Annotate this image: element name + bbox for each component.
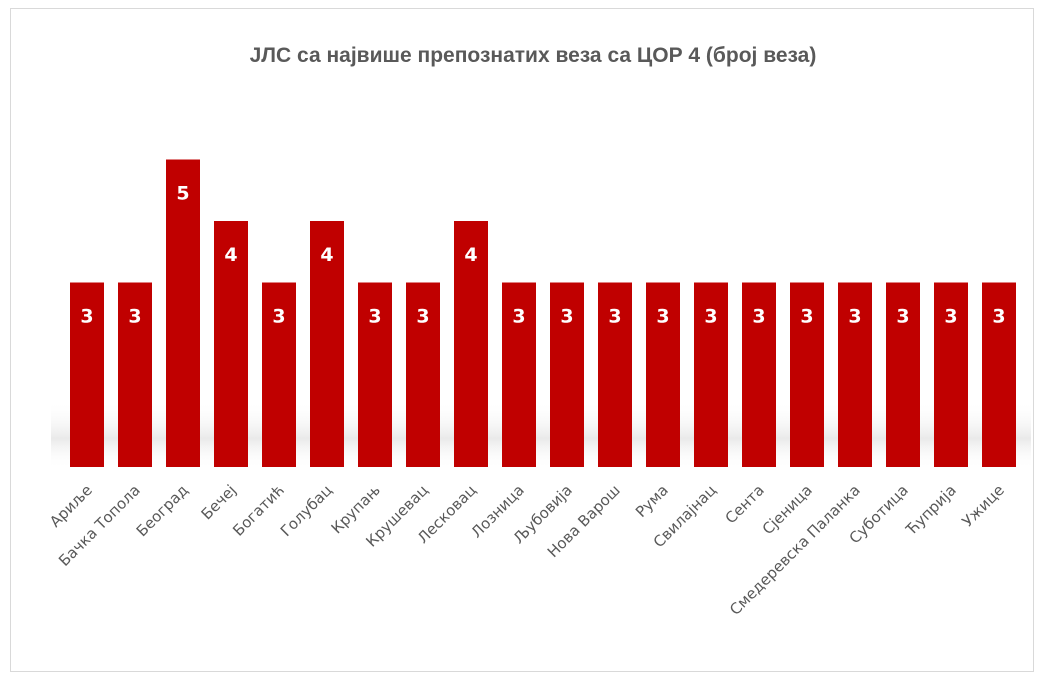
category-label: Ужице bbox=[958, 481, 1007, 530]
bar-3 bbox=[214, 221, 248, 467]
bar-labels-layer: 3 3 5 4 3 4 3 3 4 3 3 3 3 3 3 3 3 3 3 3 bbox=[80, 183, 1005, 328]
bar-12 bbox=[646, 282, 680, 467]
bar-value-label: 3 bbox=[512, 306, 525, 328]
bar-value-label: 3 bbox=[560, 306, 573, 328]
bar-value-label: 4 bbox=[320, 244, 333, 266]
bar-value-label: 3 bbox=[656, 306, 669, 328]
bar-value-label: 3 bbox=[944, 306, 957, 328]
bar-value-label: 3 bbox=[80, 306, 93, 328]
bar-18 bbox=[934, 282, 968, 467]
bar-value-label: 3 bbox=[128, 306, 141, 328]
category-label: Ћуприја bbox=[902, 481, 960, 539]
chart-title: ЈЛС са највише препознатих веза са ЦОР 4… bbox=[250, 44, 817, 67]
bar-9 bbox=[502, 282, 536, 467]
category-label: Сента bbox=[722, 481, 768, 527]
bar-1 bbox=[118, 282, 152, 467]
bar-value-label: 3 bbox=[896, 306, 909, 328]
bar-value-label: 3 bbox=[368, 306, 381, 328]
bar-15 bbox=[790, 282, 824, 467]
bar-6 bbox=[358, 282, 392, 467]
category-label: Бечеј bbox=[198, 481, 240, 523]
category-label: Београд bbox=[133, 481, 192, 540]
bar-value-label: 3 bbox=[704, 306, 717, 328]
category-label: Рума bbox=[632, 481, 672, 521]
bar-value-label: 4 bbox=[224, 244, 237, 266]
bar-19 bbox=[982, 282, 1016, 467]
bar-17 bbox=[886, 282, 920, 467]
bar-4 bbox=[262, 282, 296, 467]
bar-11 bbox=[598, 282, 632, 467]
bar-13 bbox=[694, 282, 728, 467]
bar-value-label: 5 bbox=[176, 183, 189, 205]
bar-value-label: 3 bbox=[800, 306, 813, 328]
bar-8 bbox=[454, 221, 488, 467]
bar-16 bbox=[838, 282, 872, 467]
bar-value-label: 3 bbox=[608, 306, 621, 328]
bar-2 bbox=[166, 159, 200, 467]
category-label: Голубац bbox=[277, 481, 336, 540]
bar-value-label: 3 bbox=[752, 306, 765, 328]
bar-chart: ЈЛС са највише препознатих веза са ЦОР 4… bbox=[46, 44, 1031, 619]
chart-frame: ЈЛС са највише препознатих веза са ЦОР 4… bbox=[10, 8, 1034, 672]
bar-value-label: 3 bbox=[848, 306, 861, 328]
bars-layer bbox=[70, 159, 1016, 467]
bar-value-label: 4 bbox=[464, 244, 477, 266]
bar-10 bbox=[550, 282, 584, 467]
bar-value-label: 3 bbox=[992, 306, 1005, 328]
bar-5 bbox=[310, 221, 344, 467]
bar-14 bbox=[742, 282, 776, 467]
bar-0 bbox=[70, 282, 104, 467]
bar-7 bbox=[406, 282, 440, 467]
bar-value-label: 3 bbox=[272, 306, 285, 328]
bar-value-label: 3 bbox=[416, 306, 429, 328]
